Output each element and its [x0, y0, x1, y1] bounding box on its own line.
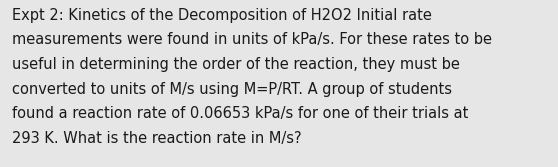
Text: Expt 2: Kinetics of the Decomposition of H2O2 Initial rate: Expt 2: Kinetics of the Decomposition of… — [12, 8, 432, 23]
Text: converted to units of M/s using M=P/RT. A group of students: converted to units of M/s using M=P/RT. … — [12, 82, 453, 97]
Text: 293 K. What is the reaction rate in M/s?: 293 K. What is the reaction rate in M/s? — [12, 131, 302, 146]
Text: useful in determining the order of the reaction, they must be: useful in determining the order of the r… — [12, 57, 460, 72]
Text: found a reaction rate of 0.06653 kPa/s for one of their trials at: found a reaction rate of 0.06653 kPa/s f… — [12, 106, 469, 121]
Text: measurements were found in units of kPa/s. For these rates to be: measurements were found in units of kPa/… — [12, 32, 492, 47]
